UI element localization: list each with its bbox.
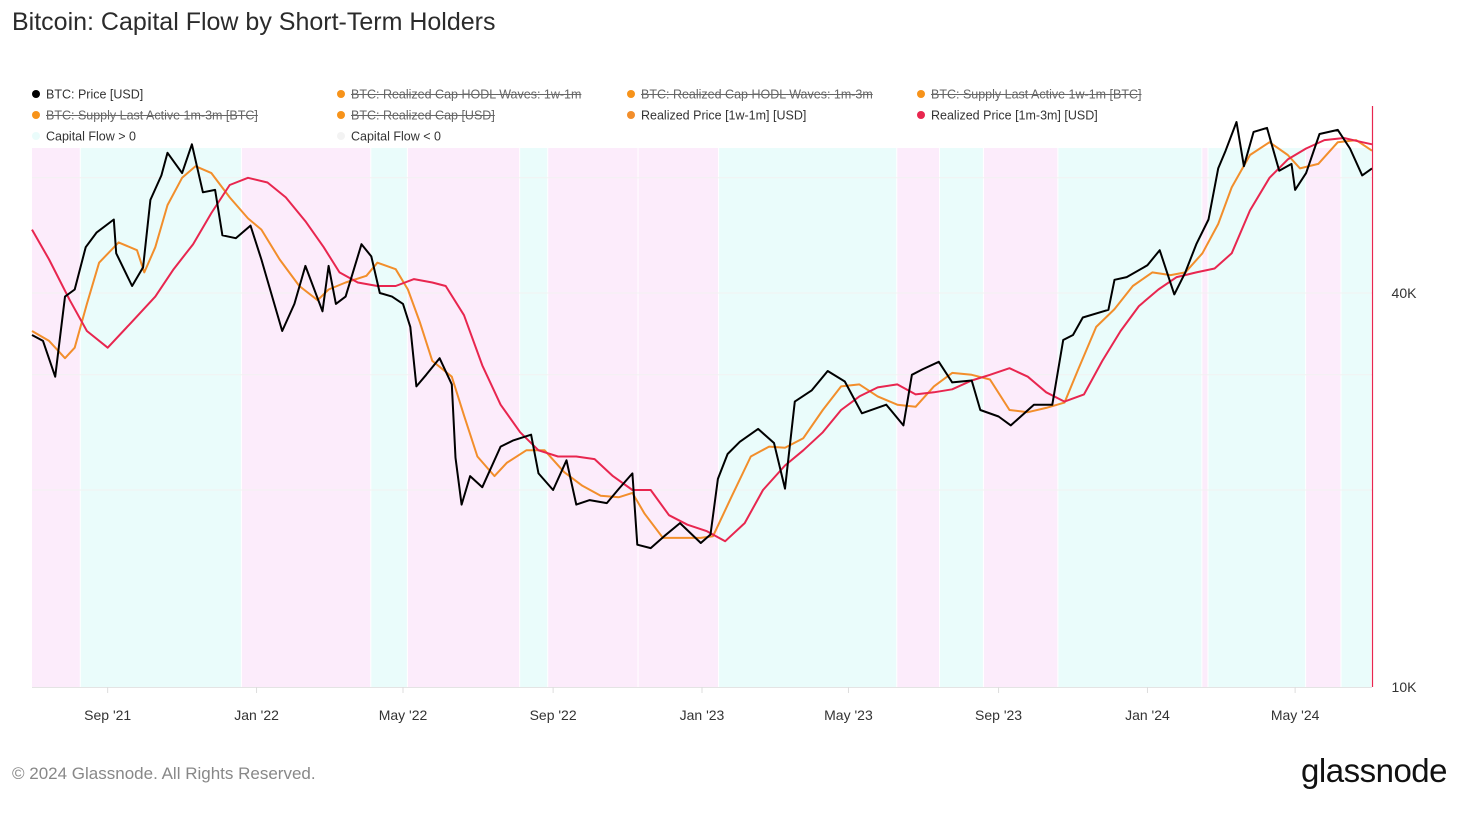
legend-label: Realized Price [1w-1m] [USD] [641,108,807,123]
legend-label: Capital Flow < 0 [351,129,441,144]
legend-item[interactable]: Capital Flow < 0 [337,128,441,144]
x-tick-label: Sep '22 [530,707,577,723]
capital-flow-band-negative [638,148,719,687]
axes: Sep '21 Jan '22 May '22 Sep '22 Jan '23 May '… [32,106,1417,723]
legend-item[interactable]: Realized Price [1m-3m] [USD] [917,107,1098,123]
capital-flow-bands [32,148,1371,687]
legend-item[interactable]: BTC: Realized Cap HODL Waves: 1w-1m [337,86,581,102]
capital-flow-band-negative [241,148,371,687]
legend-swatch [627,110,635,119]
capital-flow-band-positive [719,148,897,687]
legend-swatch [32,89,40,98]
legend-label: BTC: Supply Last Active 1m-3m [BTC] [46,108,258,123]
capital-flow-band-positive [520,148,548,687]
series-line-realized-price-1m-3m[interactable] [31,137,1373,543]
legend-label: BTC: Realized Cap HODL Waves: 1m-3m [641,87,873,102]
legend-swatch [337,110,345,119]
x-tick-label: May '23 [824,707,873,723]
legend-item[interactable]: BTC: Supply Last Active 1w-1m [BTC] [917,86,1142,102]
series-lines [31,121,1373,550]
capital-flow-band-negative [1202,148,1208,687]
legend-swatch [337,131,345,140]
legend-label: BTC: Realized Cap HODL Waves: 1w-1m [351,87,582,102]
gridlines [32,177,1372,491]
legend-swatch [32,131,40,140]
capital-flow-band-positive [80,148,241,687]
y-tick-label: 40K [1392,285,1418,301]
capital-flow-band-negative [548,148,638,687]
capital-flow-band-positive [371,148,407,687]
x-tick-label: Sep '23 [975,707,1022,723]
legend-label: BTC: Price [USD] [46,87,144,102]
legend-swatch [917,89,925,98]
legend-swatch [917,110,925,119]
legend-item[interactable]: Capital Flow > 0 [32,128,136,144]
legend-swatch [627,89,635,98]
capital-flow-band-negative [1306,148,1341,687]
x-tick-label: Jan '23 [680,707,725,723]
capital-flow-band-negative [897,148,939,687]
x-tick-label: May '22 [379,707,428,723]
y-tick-label: 10K [1392,679,1418,695]
legend-item[interactable]: BTC: Price [USD] [32,86,143,102]
series-line-btc-price[interactable] [31,121,1373,550]
legend-item[interactable]: BTC: Realized Cap HODL Waves: 1m-3m [627,86,873,102]
legend-item[interactable]: BTC: Supply Last Active 1m-3m [BTC] [32,107,258,123]
legend-label: Realized Price [1m-3m] [USD] [931,108,1098,123]
x-tick-label: May '24 [1271,707,1320,723]
capital-flow-band-positive [939,148,983,687]
capital-flow-band-negative [407,148,520,687]
legend-swatch [32,110,40,119]
legend-item[interactable]: BTC: Realized Cap [USD] [337,107,495,123]
legend-swatch [337,89,345,98]
capital-flow-band-positive [1341,148,1371,687]
series-line-realized-price-1w-1m[interactable] [31,139,1373,539]
glassnode-logo[interactable]: glassnode [1301,752,1447,789]
legend-item[interactable]: Realized Price [1w-1m] [USD] [627,107,806,123]
x-tick-label: Jan '22 [234,707,279,723]
capital-flow-band-positive [1058,148,1202,687]
x-tick-label: Sep '21 [84,707,131,723]
capital-flow-band-negative [32,148,80,687]
legend-label: BTC: Supply Last Active 1w-1m [BTC] [931,87,1142,102]
capital-flow-band-positive [1208,148,1306,687]
x-tick-label: Jan '24 [1125,707,1170,723]
legend-label: Capital Flow > 0 [46,129,136,144]
copyright-notice: © 2024 Glassnode. All Rights Reserved. [12,764,316,783]
legend-label: BTC: Realized Cap [USD] [351,108,495,123]
chart-title: Bitcoin: Capital Flow by Short-Term Hold… [12,8,496,36]
